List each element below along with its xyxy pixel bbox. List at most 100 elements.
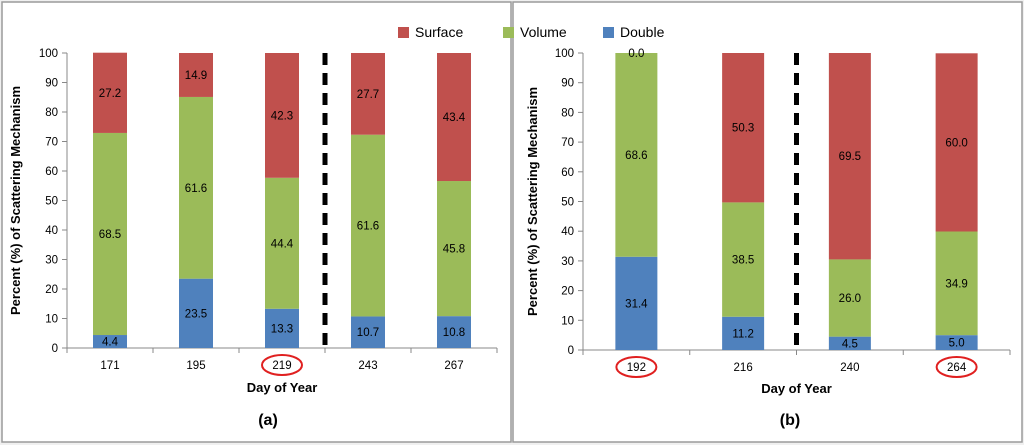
chart-b-circle-marker-264 (935, 356, 978, 378)
chart-b-bar-volume-264 (935, 231, 978, 336)
chart-a-data-label-double-171: 4.4 (102, 337, 119, 349)
chart-a-data-label-surface-195: 14.9 (185, 70, 207, 82)
chart-a: 0 10 20 30 40 50 60 70 80 90 100 Percent (%) of Sca… (8, 48, 498, 395)
chart-a-bar-surface-267 (437, 53, 471, 182)
chart-b-y-tick-label: 10 (561, 315, 574, 327)
panel-a-frame (1, 1, 512, 443)
chart-b-data-label-double-216: 11.2 (732, 328, 754, 340)
chart-a-y-axis-title: Percent (%) of Scattering Mechanism (8, 86, 23, 315)
chart-a-y-tick-label: 30 (45, 255, 58, 267)
chart-b-y-tick-label: 40 (561, 226, 574, 238)
legend-label-double: Double (620, 24, 665, 40)
chart-b-bar-surface-240 (828, 53, 871, 260)
legend-swatch-volume (503, 27, 514, 38)
chart-a-bar-double-195 (179, 278, 213, 348)
chart-b-bar-surface-264 (935, 53, 978, 232)
chart-a-bar-volume-243 (351, 134, 385, 317)
chart-a-y-tick-label: 20 (45, 284, 58, 296)
chart-b-y-tick-label: 70 (561, 137, 574, 149)
chart-a-x-tick-label-171: 171 (100, 360, 119, 372)
legend: Surface Volume Double (398, 24, 665, 40)
chart-a-bar-double-219 (265, 308, 299, 348)
chart-a-data-label-double-219: 13.3 (271, 323, 293, 335)
chart-b-x-tick-label-240: 240 (840, 362, 859, 374)
legend-swatch-double (603, 27, 614, 38)
chart-a-y-tick-label: 60 (45, 166, 58, 178)
chart-b-data-label-volume-240: 26.0 (839, 293, 861, 305)
chart-b-y-tick-label: 60 (561, 167, 574, 179)
legend-item-volume: Volume (503, 24, 567, 40)
chart-b-x-tick-label-264: 264 (947, 362, 967, 374)
legend-swatch-surface (398, 27, 409, 38)
chart-a-x-tick-label-219: 219 (272, 360, 291, 372)
chart-a-data-label-volume-195: 61.6 (185, 183, 207, 195)
chart-a-y-tick-label: 80 (45, 107, 58, 119)
legend-item-double: Double (603, 24, 665, 40)
chart-b-bar-double-216 (722, 316, 765, 350)
chart-a-data-label-volume-267: 45.8 (443, 244, 465, 256)
chart-b-bar-surface-216 (722, 53, 765, 203)
chart-b-data-label-surface-192: 0.0 (628, 48, 644, 60)
chart-b-circle-marker-192 (615, 356, 658, 378)
chart-a-bar-double-243 (351, 316, 385, 348)
chart-b-data-label-surface-264: 60.0 (945, 137, 967, 149)
chart-b-data-label-volume-264: 34.9 (945, 278, 967, 290)
chart-b-x-axis-title: Day of Year (761, 381, 832, 396)
chart-b-bar-double-240 (828, 336, 871, 350)
chart-a-data-label-surface-171: 27.2 (99, 88, 121, 100)
chart-a-y-tick-label: 70 (45, 137, 58, 149)
chart-a-data-label-surface-267: 43.4 (443, 112, 466, 124)
chart-a-x-tick-label-195: 195 (186, 360, 205, 372)
chart-b-x-tick-label-192: 192 (627, 362, 646, 374)
chart-b-data-label-surface-240: 69.5 (839, 151, 861, 163)
chart-a-data-label-volume-219: 44.4 (271, 238, 294, 250)
chart-a-y-tick-label: 90 (45, 78, 58, 90)
chart-a-bar-volume-171 (93, 132, 127, 336)
chart-b-y-tick-label: 80 (561, 107, 574, 119)
chart-b-x-tick-label-216: 216 (734, 362, 753, 374)
chart-b-data-label-volume-216: 38.5 (732, 255, 754, 267)
chart-a-y-tick-label: 10 (45, 314, 58, 326)
chart-a-bar-surface-171 (93, 52, 127, 133)
chart-a-data-label-surface-219: 42.3 (271, 110, 293, 122)
chart-a-x-tick-label-243: 243 (358, 360, 377, 372)
chart-a-bar-double-267 (437, 316, 471, 348)
chart-b: 0 10 20 30 40 50 60 70 80 90 100 Percent (%) of Sca… (525, 48, 1011, 396)
chart-a-bar-surface-195 (179, 53, 213, 97)
chart-a-data-label-surface-243: 27.7 (357, 89, 379, 101)
chart-a-data-label-volume-171: 68.5 (99, 229, 121, 241)
chart-a-bar-volume-219 (265, 177, 299, 309)
chart-a-data-label-double-195: 23.5 (185, 308, 207, 320)
chart-b-bar-double-192 (615, 256, 658, 350)
chart-b-y-tick-label: 20 (561, 286, 574, 298)
chart-b-bar-volume-216 (722, 202, 765, 317)
chart-a-x-tick-label-267: 267 (444, 360, 463, 372)
chart-b-data-label-double-192: 31.4 (625, 298, 648, 310)
chart-b-data-label-double-240: 4.5 (842, 338, 858, 350)
chart-b-y-tick-label: 30 (561, 256, 574, 268)
chart-a-y-tick-label: 50 (45, 196, 58, 208)
chart-b-data-label-volume-192: 68.6 (625, 150, 647, 162)
chart-b-y-tick-label: 90 (561, 78, 574, 90)
chart-a-circle-marker-219 (261, 354, 303, 376)
chart-b-y-axis-title: Percent (%) of Scattering Mechanism (525, 87, 540, 316)
chart-a-bar-volume-267 (437, 181, 471, 317)
chart-a-bar-double-171 (93, 335, 127, 348)
chart-a-data-label-double-243: 10.7 (357, 327, 379, 339)
chart-b-data-label-double-264: 5.0 (949, 338, 965, 350)
chart-a-bar-surface-243 (351, 53, 385, 135)
chart-b-bar-double-264 (935, 335, 978, 350)
legend-item-surface: Surface (398, 24, 463, 40)
chart-a-bar-volume-195 (179, 96, 213, 279)
chart-b-bar-volume-192 (615, 53, 658, 257)
chart-a-bar-surface-219 (265, 53, 299, 178)
chart-b-y-tick-label: 0 (568, 345, 574, 357)
chart-b-y-tick-label: 50 (561, 197, 574, 209)
legend-label-volume: Volume (520, 24, 567, 40)
chart-a-data-label-volume-243: 61.6 (357, 221, 379, 233)
legend-label-surface: Surface (415, 24, 463, 40)
panel-label-b: (b) (780, 412, 800, 429)
chart-b-y-tick-label: 100 (555, 48, 574, 60)
panel-label-a: (a) (258, 412, 278, 429)
